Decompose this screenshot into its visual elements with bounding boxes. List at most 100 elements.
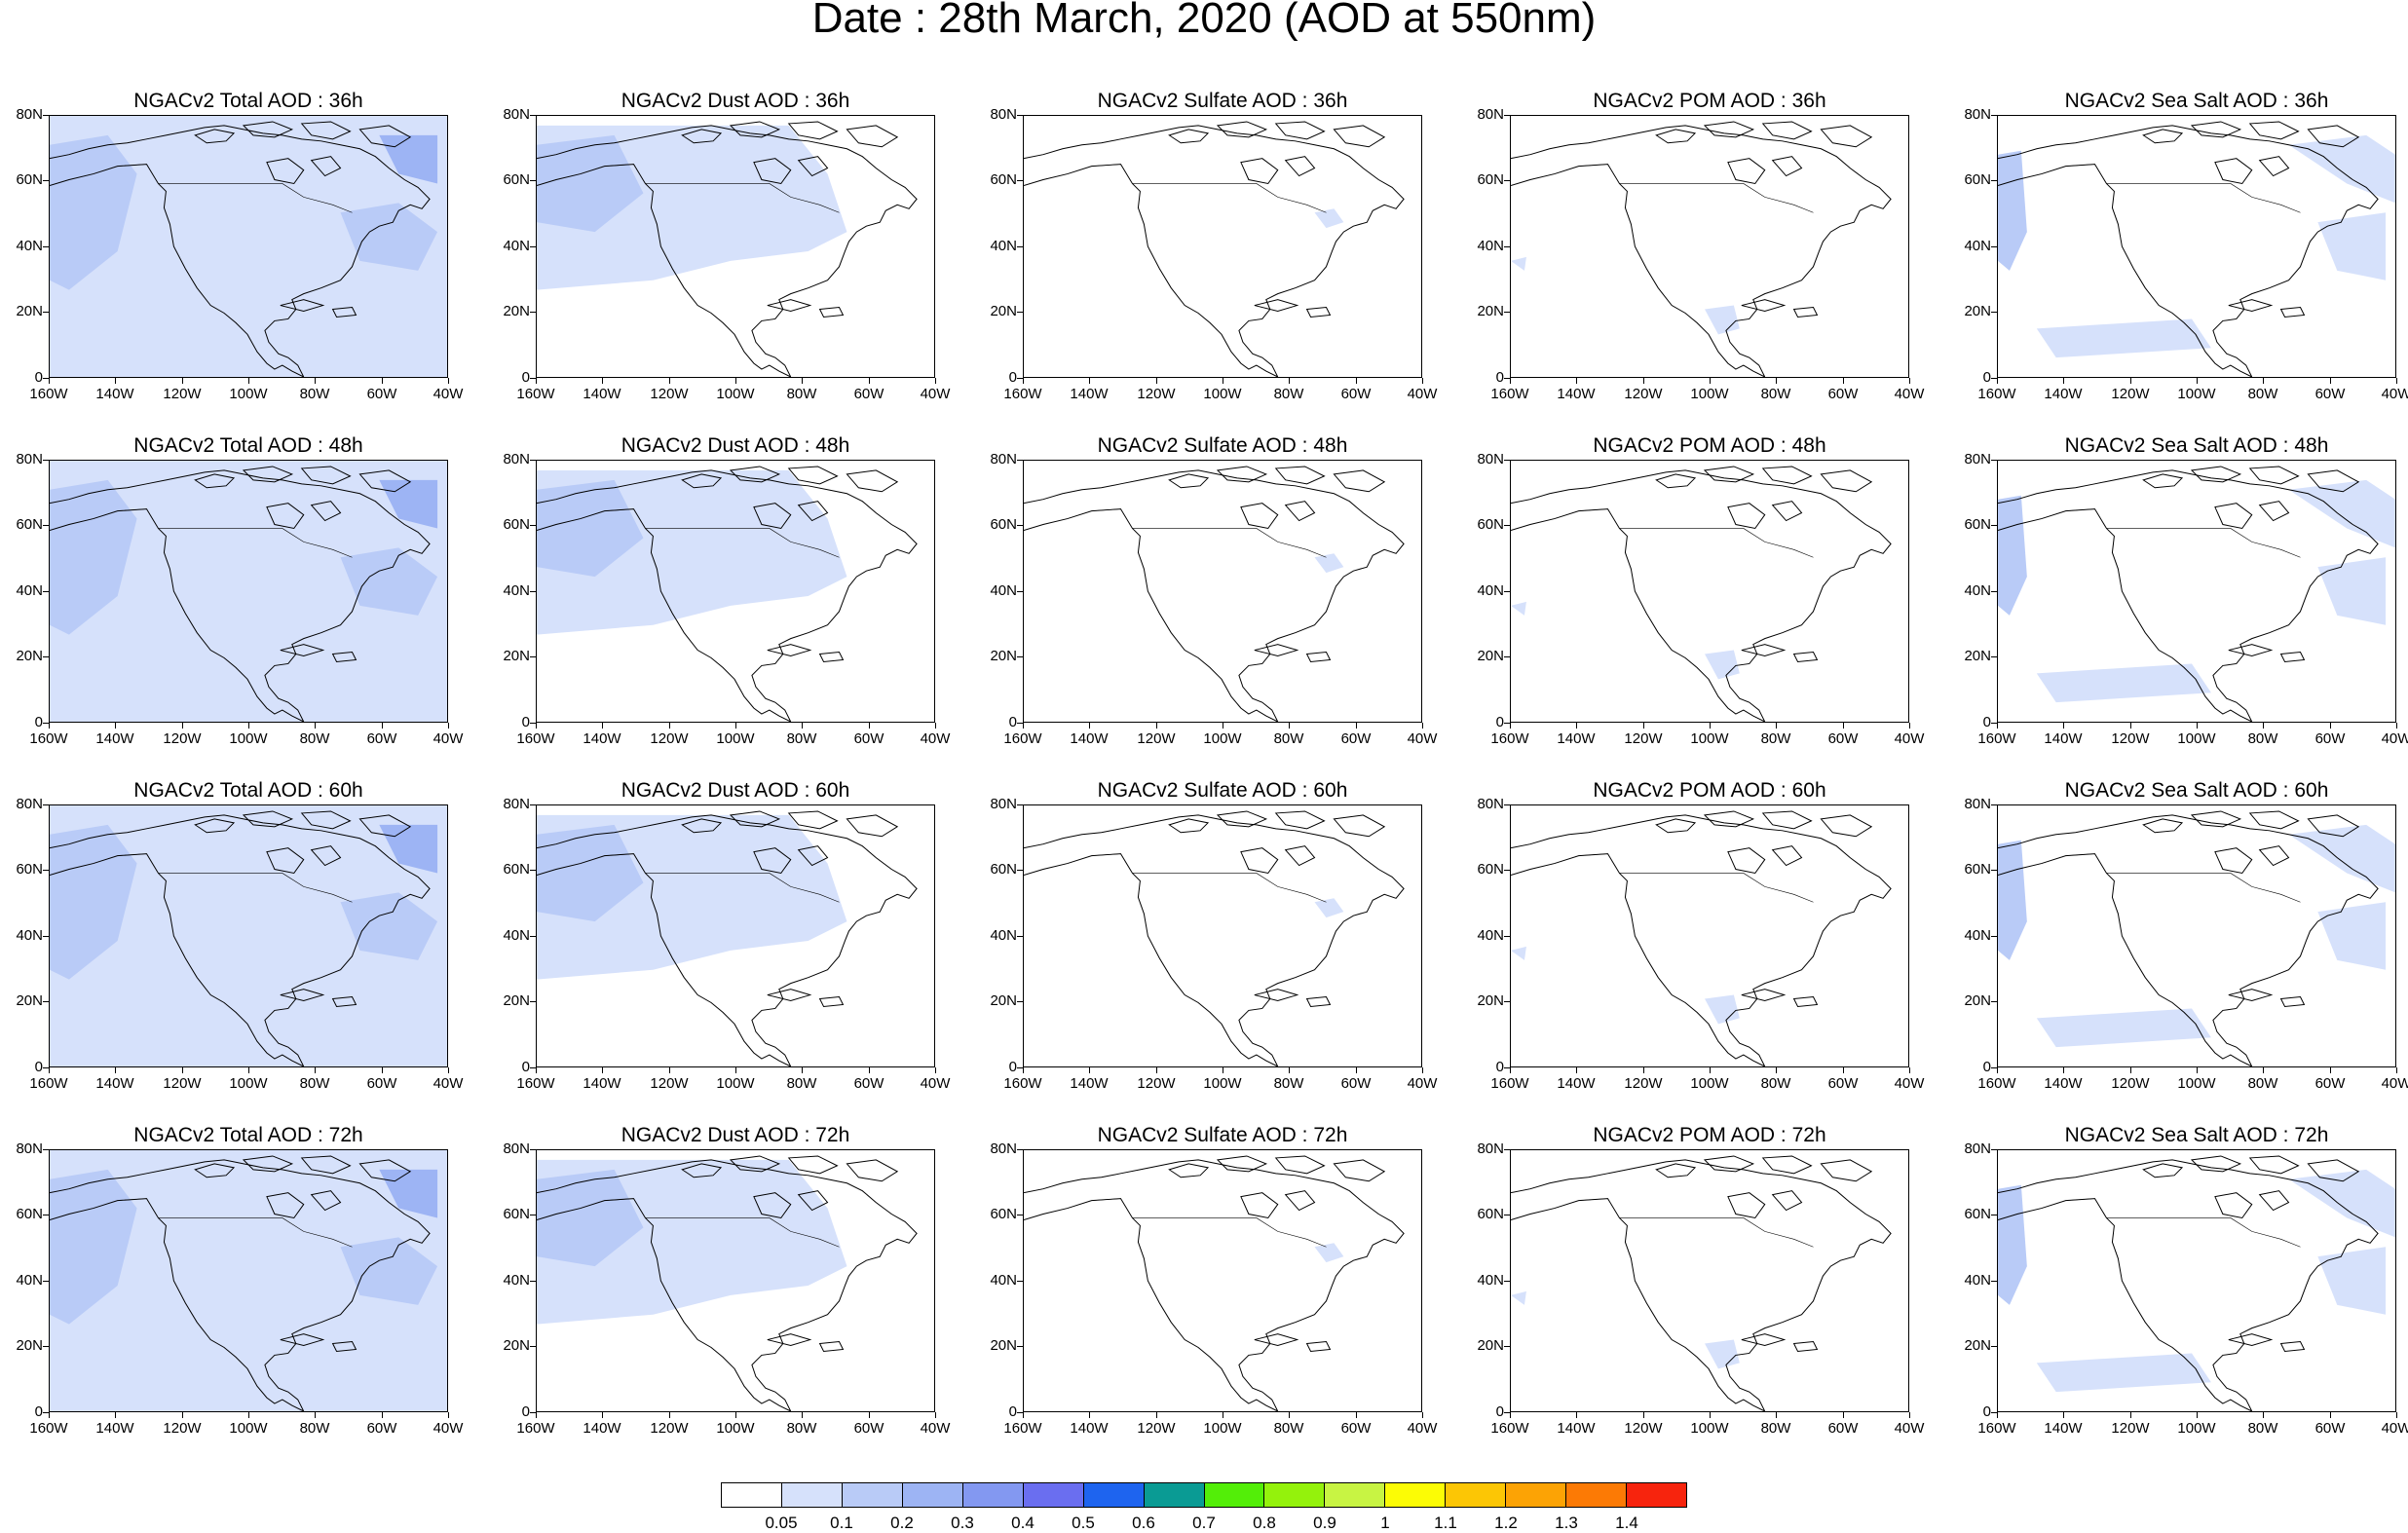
- longitude-tick: [869, 1412, 870, 1418]
- longitude-label: 40W: [433, 386, 464, 402]
- longitude-label: 40W: [2381, 386, 2408, 402]
- latitude-label: 40N: [990, 1272, 1017, 1289]
- longitude-label: 140W: [1070, 386, 1109, 402]
- longitude-tick: [2396, 1067, 2397, 1073]
- colorbar-box: [1385, 1483, 1447, 1507]
- longitude-tick: [448, 1067, 449, 1073]
- latitude-tick: [1017, 460, 1023, 461]
- latitude-label: 0: [1008, 1403, 1017, 1420]
- map-panel-pom-row3: NGACv2 POM AOD : 60h 80N 60N 40N 20N 0 160W 140…: [1461, 779, 1948, 1122]
- longitude-label: 80W: [299, 1420, 330, 1437]
- map-panel-pom-row1: NGACv2 POM AOD : 36h 80N 60N 40N 20N 0 160W 140…: [1461, 90, 1948, 432]
- longitude-tick: [2330, 723, 2331, 729]
- latitude-tick: [1017, 180, 1023, 181]
- latitude-tick: [1017, 246, 1023, 247]
- latitude-tick: [1017, 656, 1023, 657]
- latitude-tick: [1991, 1001, 1997, 1002]
- longitude-label: 60W: [2314, 730, 2346, 747]
- longitude-label: 160W: [1490, 730, 1529, 747]
- longitude-tick: [1997, 723, 1998, 729]
- longitude-label: 80W: [2247, 1420, 2278, 1437]
- latitude-tick: [1504, 723, 1510, 724]
- aod-field-map: [1024, 1155, 1405, 1411]
- latitude-label: 20N: [1477, 303, 1504, 319]
- longitude-label: 120W: [1624, 1420, 1663, 1437]
- latitude-tick: [530, 525, 536, 526]
- map-area: [1510, 1149, 1909, 1412]
- latitude-label: 0: [34, 714, 43, 730]
- country-border: [2065, 164, 2301, 213]
- longitude-tick: [1710, 1067, 1711, 1073]
- longitude-tick: [1356, 723, 1357, 729]
- latitude-tick: [1017, 312, 1023, 313]
- longitude-label: 140W: [1070, 1420, 1109, 1437]
- latitude-label: 20N: [1477, 1337, 1504, 1354]
- longitude-label: 40W: [1407, 730, 1438, 747]
- longitude-label: 100W: [1203, 1420, 1242, 1437]
- longitude-tick: [2263, 1412, 2264, 1418]
- latitude-label: 80N: [1964, 106, 1991, 123]
- longitude-tick: [382, 1412, 383, 1418]
- latitude-label: 80N: [503, 1140, 530, 1157]
- longitude-label: 160W: [516, 1420, 555, 1437]
- longitude-label: 40W: [433, 730, 464, 747]
- panel-title: NGACv2 Dust AOD : 72h: [621, 1124, 850, 1146]
- latitude-tick: [43, 1281, 49, 1282]
- panel-title: NGACv2 Sulfate AOD : 36h: [1097, 90, 1348, 112]
- latitude-tick: [1504, 1346, 1510, 1347]
- longitude-tick: [669, 378, 670, 384]
- latitude-tick: [43, 656, 49, 657]
- colorbar-box: [1144, 1483, 1205, 1507]
- longitude-tick: [1710, 378, 1711, 384]
- country-border: [1578, 853, 1814, 903]
- longitude-tick: [2130, 1412, 2131, 1418]
- latitude-tick: [530, 312, 536, 313]
- longitude-tick: [248, 1067, 249, 1073]
- longitude-label: 60W: [2314, 386, 2346, 402]
- latitude-tick: [1991, 936, 1997, 937]
- latitude-tick: [43, 723, 49, 724]
- longitude-tick: [248, 378, 249, 384]
- longitude-label: 80W: [1273, 730, 1304, 747]
- latitude-label: 40N: [16, 1272, 43, 1289]
- aod-field-map: [1998, 1155, 2395, 1411]
- longitude-label: 100W: [2177, 1075, 2216, 1092]
- latitude-label: 60N: [990, 1206, 1017, 1222]
- longitude-label: 40W: [1407, 1420, 1438, 1437]
- longitude-label: 140W: [1070, 730, 1109, 747]
- longitude-tick: [1576, 723, 1577, 729]
- longitude-label: 140W: [2044, 386, 2083, 402]
- longitude-tick: [602, 1412, 603, 1418]
- map-panel-total-row3: NGACv2 Total AOD : 60h 80N 60N 40N 20N 0 160W 1…: [0, 779, 487, 1122]
- longitude-tick: [1510, 723, 1511, 729]
- longitude-label: 120W: [163, 386, 202, 402]
- map-area: [1510, 460, 1909, 723]
- colorbar-box: [1566, 1483, 1628, 1507]
- longitude-tick: [2063, 1067, 2064, 1073]
- colorbar-box: [1264, 1483, 1326, 1507]
- latitude-tick: [43, 1149, 49, 1150]
- longitude-tick: [1843, 723, 1844, 729]
- colorbar-tick-label: 0.05: [765, 1514, 798, 1532]
- longitude-label: 140W: [2044, 1075, 2083, 1092]
- latitude-tick: [1991, 804, 1997, 805]
- longitude-tick: [2396, 378, 2397, 384]
- latitude-tick: [43, 312, 49, 313]
- latitude-label: 40N: [503, 927, 530, 944]
- latitude-tick: [1504, 656, 1510, 657]
- longitude-label: 120W: [650, 730, 689, 747]
- longitude-tick: [1643, 723, 1644, 729]
- latitude-tick: [43, 115, 49, 116]
- longitude-label: 60W: [1340, 386, 1372, 402]
- latitude-tick: [530, 1346, 536, 1347]
- latitude-label: 40N: [990, 238, 1017, 254]
- longitude-tick: [115, 378, 116, 384]
- islands: [1168, 466, 1386, 662]
- latitude-label: 40N: [1964, 1272, 1991, 1289]
- map-panel-sulfate-row1: NGACv2 Sulfate AOD : 36h 80N 60N 40N 20N 0 160…: [974, 90, 1461, 432]
- latitude-tick: [530, 180, 536, 181]
- longitude-tick: [1023, 1412, 1024, 1418]
- longitude-tick: [1422, 1067, 1423, 1073]
- country-border: [117, 164, 353, 213]
- latitude-label: 60N: [1477, 171, 1504, 188]
